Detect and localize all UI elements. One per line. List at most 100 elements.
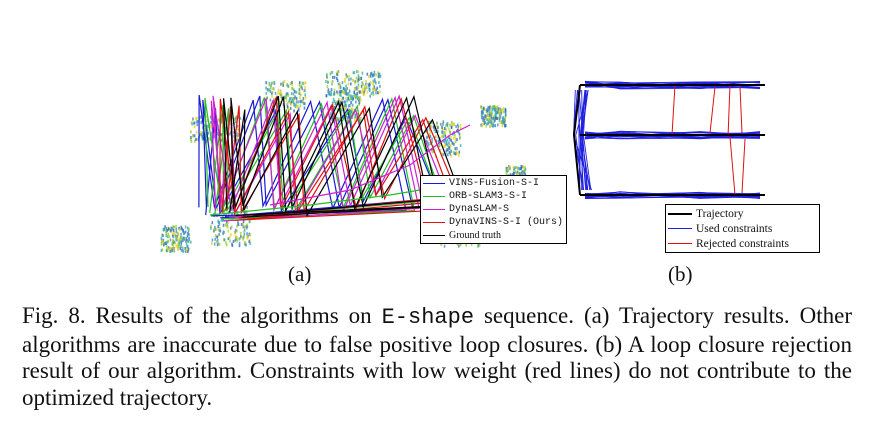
cloud-point xyxy=(482,118,484,122)
cloud-point xyxy=(457,242,459,246)
cloud-point xyxy=(491,111,493,115)
cloud-point xyxy=(187,226,189,230)
cloud-point xyxy=(301,87,303,91)
trajectory-line xyxy=(219,96,431,221)
cloud-point xyxy=(360,117,362,120)
cloud-point xyxy=(172,231,174,235)
cloud-point xyxy=(335,100,338,104)
cloud-point xyxy=(177,238,180,242)
cloud-point xyxy=(219,227,221,231)
cloud-point xyxy=(445,149,448,153)
cloud-point xyxy=(489,108,491,112)
cloud-point xyxy=(442,153,445,157)
cloud-point xyxy=(437,129,439,133)
cloud-point xyxy=(482,110,484,114)
cloud-point xyxy=(342,96,345,100)
cloud-point xyxy=(240,235,242,239)
cloud-point xyxy=(496,111,499,115)
cloud-point xyxy=(303,89,305,93)
cloud-point xyxy=(450,139,452,142)
cloud-point xyxy=(448,141,450,145)
cloud-point xyxy=(485,109,488,113)
cloud-point xyxy=(360,76,363,80)
cloud-point xyxy=(470,242,473,246)
cloud-point xyxy=(192,121,195,125)
cloud-point xyxy=(201,135,204,139)
cloud-point xyxy=(169,249,172,253)
cloud-point xyxy=(213,242,216,246)
cloud-point xyxy=(293,109,295,113)
cloud-point xyxy=(363,93,365,97)
cloud-point xyxy=(231,116,233,120)
cloud-point xyxy=(455,125,457,128)
legend-item-dynaslam: DynaSLAM-S xyxy=(423,203,563,216)
cloud-point xyxy=(513,167,515,171)
cloud-point xyxy=(214,234,217,238)
cloud-point xyxy=(343,104,346,108)
trajectory-line xyxy=(229,106,463,218)
cloud-point xyxy=(178,226,180,230)
cloud-point xyxy=(165,226,167,230)
cloud-point xyxy=(233,117,236,121)
cloud-point xyxy=(379,74,382,78)
cloud-point xyxy=(348,78,350,82)
cloud-point xyxy=(298,88,301,92)
cloud-point xyxy=(184,250,187,253)
cloud-point xyxy=(486,109,489,113)
legend-item-rejected-constraints: Rejected constraints xyxy=(668,236,816,251)
cloud-point xyxy=(327,88,330,92)
cloud-point xyxy=(450,149,452,153)
cloud-point xyxy=(501,121,503,124)
cloud-point xyxy=(246,232,248,236)
cloud-point xyxy=(448,146,451,150)
cloud-point xyxy=(329,72,332,76)
cloud-point xyxy=(454,133,456,137)
cloud-point xyxy=(162,228,165,232)
cloud-point xyxy=(453,151,455,155)
cloud-point xyxy=(439,122,442,126)
cloud-point xyxy=(458,150,461,154)
cloud-point xyxy=(208,137,211,141)
cloud-point xyxy=(214,226,216,229)
cloud-point xyxy=(523,171,526,175)
cloud-point xyxy=(185,242,188,246)
cloud-point xyxy=(265,86,267,90)
cloud-point xyxy=(369,89,371,92)
cloud-point xyxy=(346,116,349,120)
cloud-point xyxy=(458,132,461,136)
cloud-point xyxy=(248,220,251,224)
cloud-point xyxy=(267,88,269,92)
cloud-point xyxy=(179,228,181,232)
cloud-point xyxy=(164,225,166,229)
cloud-point xyxy=(445,123,447,127)
cloud-point xyxy=(354,118,356,122)
cloud-point xyxy=(340,112,343,116)
cloud-point xyxy=(273,81,276,85)
cloud-point xyxy=(199,115,202,119)
cloud-point xyxy=(339,86,342,90)
cloud-point xyxy=(359,76,361,80)
cloud-point xyxy=(441,152,443,156)
cloud-point xyxy=(448,137,451,141)
cloud-point xyxy=(269,86,272,90)
cloud-point xyxy=(274,108,277,112)
cloud-point xyxy=(331,70,333,74)
cloud-point xyxy=(185,237,187,240)
cloud-point xyxy=(241,235,244,239)
cloud-point xyxy=(325,94,328,98)
cloud-point xyxy=(522,165,525,169)
cloud-point xyxy=(427,143,430,147)
cloud-point xyxy=(181,239,183,243)
cloud-point xyxy=(491,118,494,122)
cloud-point xyxy=(494,118,496,122)
cloud-point xyxy=(367,82,370,86)
cloud-point xyxy=(304,96,307,100)
cloud-point xyxy=(331,101,334,105)
cloud-point xyxy=(495,108,497,112)
cloud-point xyxy=(265,81,268,85)
cloud-point xyxy=(236,235,238,239)
cloud-point xyxy=(243,240,246,244)
cloud-point xyxy=(184,230,187,234)
cloud-point xyxy=(216,235,218,239)
cloud-point xyxy=(358,101,361,105)
